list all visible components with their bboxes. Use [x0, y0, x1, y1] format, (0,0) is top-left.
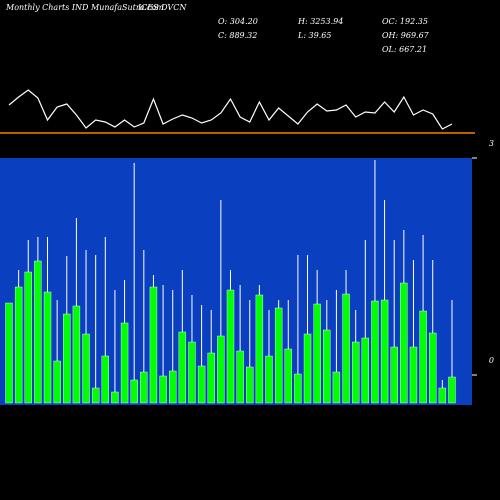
candle-body	[82, 333, 90, 404]
candle-body	[63, 313, 71, 404]
candle-body	[371, 300, 379, 404]
stat: C: 889.32	[218, 31, 257, 40]
candle-body	[14, 286, 23, 404]
candle-body	[419, 310, 427, 404]
candle-body	[294, 373, 302, 404]
candle-body	[207, 352, 215, 404]
stat: O: 304.20	[218, 17, 258, 26]
candle-body	[53, 360, 61, 404]
candle-body	[34, 260, 42, 404]
candle-body	[140, 371, 148, 404]
candle-body	[226, 289, 235, 404]
candle-body	[178, 331, 187, 404]
candle-body	[323, 329, 331, 404]
candle-body	[169, 370, 177, 404]
stat: OL: 667.21	[382, 45, 427, 54]
candle-body	[130, 379, 138, 404]
price-line	[8, 89, 453, 130]
candle-body	[120, 322, 129, 404]
stat: OH: 969.67	[382, 31, 430, 40]
symbol: ICES DVCN	[137, 3, 187, 12]
candle-body	[265, 355, 273, 404]
candle-body	[217, 335, 225, 404]
candle-body	[351, 341, 360, 404]
candle-body	[101, 355, 110, 404]
candle-body	[429, 332, 437, 404]
candle-body	[236, 350, 244, 404]
candle-body	[284, 348, 292, 404]
candle-body	[255, 294, 264, 404]
candle-body	[400, 282, 408, 404]
candle-body	[72, 305, 81, 404]
candle-body	[409, 346, 418, 404]
stat: OC: 192.35	[382, 17, 428, 26]
candle-body	[111, 391, 119, 404]
candle-body	[24, 271, 32, 404]
candle-body	[5, 302, 13, 404]
y-tick-label: 3	[489, 139, 494, 148]
chart-title: Monthly Charts IND MunafaSutra.com	[5, 3, 164, 12]
candle-body	[332, 371, 341, 404]
candle-body	[438, 387, 447, 404]
candle-body	[159, 375, 167, 404]
candle-body	[149, 286, 158, 404]
candle-body	[380, 299, 389, 404]
candle-body	[448, 376, 456, 404]
candle-body	[361, 337, 370, 404]
candle-body	[390, 346, 398, 404]
candle-body	[303, 333, 312, 404]
candle-body	[91, 387, 100, 404]
stat: L: 39.65	[297, 31, 331, 40]
candle-body	[197, 365, 206, 404]
candle-body	[274, 307, 283, 404]
candle-body	[313, 303, 321, 404]
stat: H: 3253.94	[297, 17, 343, 26]
y-tick-label: 0	[489, 356, 494, 365]
candle-body	[342, 293, 350, 404]
candle-body	[246, 366, 254, 404]
candle-body	[188, 341, 196, 404]
candle-body	[43, 291, 52, 404]
